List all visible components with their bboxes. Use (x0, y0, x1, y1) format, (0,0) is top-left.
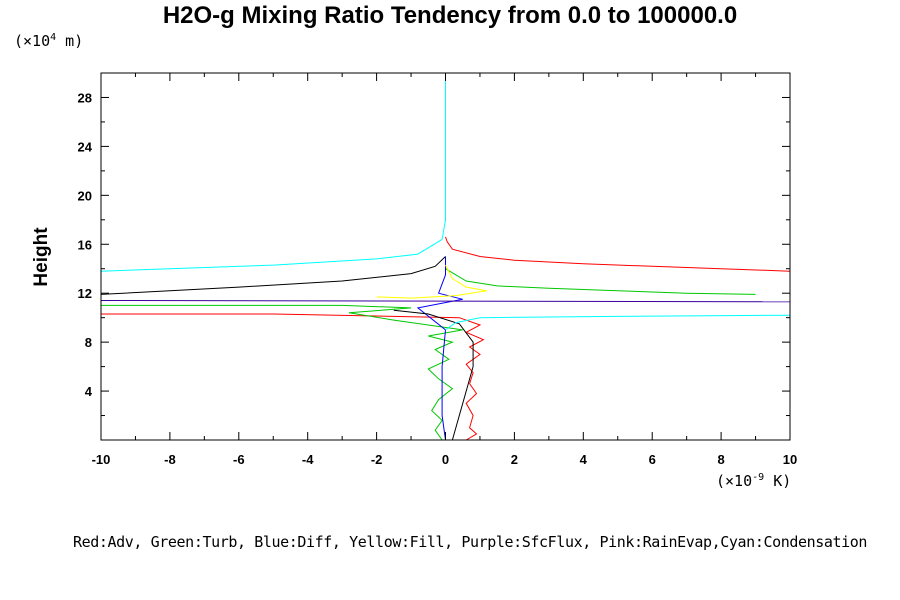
x-tick-label: 2 (511, 452, 518, 467)
x-tick-label: 10 (783, 452, 797, 467)
y-tick-label: 24 (78, 139, 93, 154)
y-tick-label: 20 (78, 188, 92, 203)
series-layer (100, 73, 791, 441)
y-axis-unit: (×104 m) (14, 32, 84, 50)
x-tick-label: -8 (164, 452, 176, 467)
series-line-6 (393, 309, 474, 441)
chart-title: H2O-g Mixing Ratio Tendency from 0.0 to … (162, 2, 738, 29)
series-line-1 (445, 236, 791, 272)
legend: Red:Adv, Green:Turb, Blue:Diff, Yellow:F… (72, 533, 868, 551)
x-tick-label: 6 (649, 452, 656, 467)
series-line-7 (100, 256, 446, 295)
y-tick-label: 16 (78, 237, 92, 252)
series-line-5 (376, 264, 487, 299)
x-axis-unit: (×10-9 K) (716, 472, 792, 490)
series-line-10 (445, 314, 791, 331)
y-tick-label: 28 (78, 90, 92, 105)
series-line-2 (101, 304, 463, 441)
series-line-4 (416, 256, 463, 441)
y-tick-label: 12 (78, 286, 92, 301)
x-tick-label: -10 (92, 452, 111, 467)
x-tick-label: -4 (302, 452, 314, 467)
series-line-3 (445, 268, 756, 295)
series-line-9 (100, 73, 446, 272)
x-tick-label: 8 (717, 452, 724, 467)
y-tick-label: 4 (85, 384, 93, 399)
series-line-8 (100, 300, 791, 303)
x-tick-label: -2 (371, 452, 383, 467)
x-tick-label: 0 (442, 452, 449, 467)
series-line-0 (101, 313, 485, 441)
y-tick-label: 8 (85, 335, 92, 350)
x-tick-label: 4 (580, 452, 588, 467)
x-tick-label: -6 (233, 452, 245, 467)
